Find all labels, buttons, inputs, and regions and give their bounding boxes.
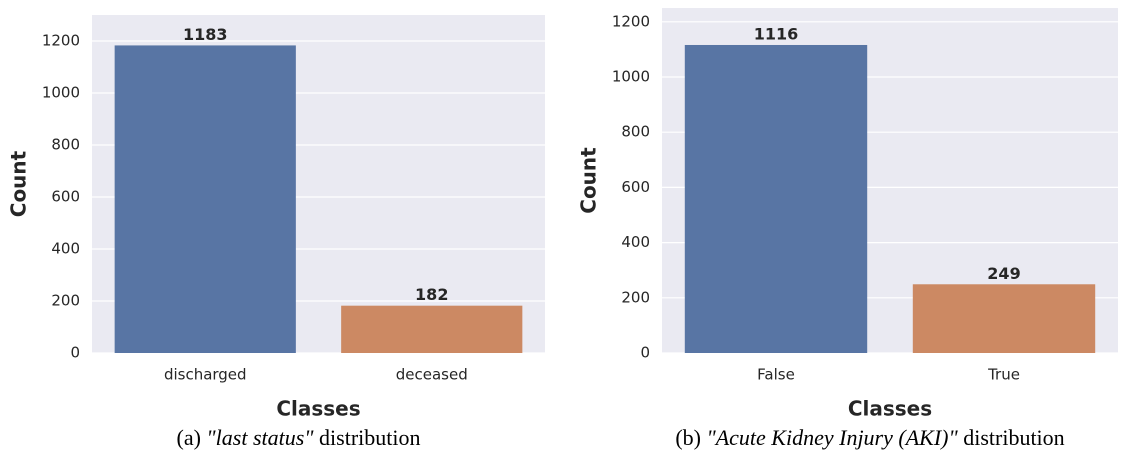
- caption-label: (a): [177, 425, 201, 450]
- bar: [114, 45, 296, 354]
- caption-label: (b): [675, 425, 701, 450]
- caption-emphasis: "Acute Kidney Injury (AKI)": [706, 425, 958, 450]
- bar: [912, 284, 1096, 353]
- y-axis-label: Count: [7, 150, 31, 217]
- value-label: 182: [415, 285, 448, 304]
- caption-text: distribution: [319, 425, 420, 450]
- y-tick-label: 1200: [42, 32, 80, 50]
- y-tick-label: 800: [621, 123, 650, 141]
- x-axis-label: Classes: [276, 397, 360, 421]
- y-axis-label: Count: [577, 147, 601, 214]
- y-tick-label: 400: [621, 233, 650, 251]
- y-tick-label: 0: [70, 344, 80, 362]
- chart: 0 200 400 600 800 1000 1200 1183 discharged 182 de…: [7, 15, 545, 450]
- y-tick-label: 0: [640, 344, 650, 362]
- bar: [684, 44, 868, 353]
- caption: (a) "last status" distribution: [177, 425, 421, 450]
- y-tick-label: 200: [51, 292, 80, 310]
- x-axis-label: Classes: [848, 397, 932, 421]
- x-tick-label: False: [757, 366, 795, 384]
- chart: 0 200 400 600 800 1000 1200 1116 False 249 True Cla…: [577, 8, 1118, 450]
- x-tick-label: deceased: [396, 366, 468, 384]
- y-tick-label: 1000: [42, 84, 80, 102]
- value-label: 249: [987, 264, 1020, 283]
- caption: (b) "Acute Kidney Injury (AKI)" distribu…: [675, 425, 1064, 450]
- caption-text: distribution: [963, 425, 1064, 450]
- x-tick-label: True: [987, 366, 1020, 384]
- bar: [341, 305, 523, 353]
- y-tick-label: 200: [621, 288, 650, 306]
- y-tick-label: 800: [51, 136, 80, 154]
- y-tick-label: 600: [621, 178, 650, 196]
- x-tick-label: discharged: [164, 366, 247, 384]
- y-tick-label: 1000: [612, 68, 650, 86]
- y-tick-label: 1200: [612, 12, 650, 30]
- caption-emphasis: "last status": [206, 425, 314, 450]
- value-label: 1183: [183, 25, 228, 44]
- y-tick-label: 600: [51, 188, 80, 206]
- y-tick-label: 400: [51, 240, 80, 258]
- value-label: 1116: [754, 24, 799, 43]
